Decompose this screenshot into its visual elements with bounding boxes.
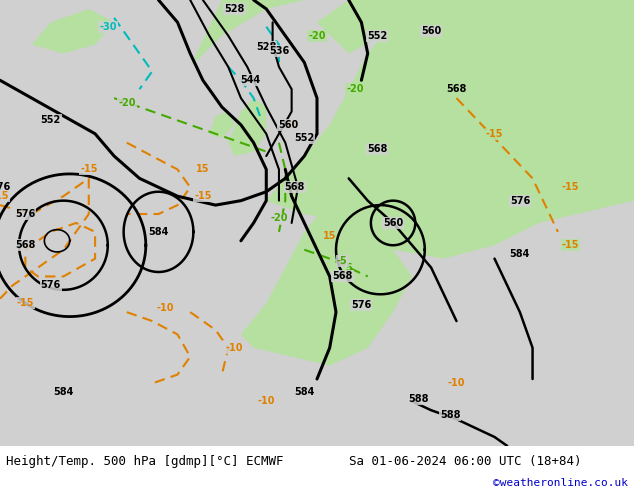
Text: -10: -10 <box>257 396 275 406</box>
Text: -10: -10 <box>226 343 243 353</box>
Polygon shape <box>32 9 114 53</box>
Text: 568: 568 <box>367 145 387 154</box>
Text: -15: -15 <box>16 298 34 308</box>
Text: -20: -20 <box>346 84 364 94</box>
Polygon shape <box>190 0 304 67</box>
Text: 552: 552 <box>41 115 61 125</box>
Text: 15: 15 <box>323 231 337 242</box>
Text: 584: 584 <box>294 388 314 397</box>
Text: 15: 15 <box>285 120 299 130</box>
Text: -5: -5 <box>337 256 347 266</box>
Text: 568: 568 <box>332 271 353 281</box>
Text: 568: 568 <box>285 182 305 192</box>
Text: 544: 544 <box>240 75 261 85</box>
Text: 588: 588 <box>408 394 429 404</box>
Text: 584: 584 <box>510 249 530 259</box>
Text: 560: 560 <box>421 26 441 36</box>
Text: -20: -20 <box>308 31 326 41</box>
Text: 15: 15 <box>196 165 210 174</box>
Text: -15: -15 <box>194 191 212 201</box>
Text: 568: 568 <box>446 84 467 94</box>
Polygon shape <box>209 112 235 138</box>
Text: -15: -15 <box>486 129 503 139</box>
Text: 536: 536 <box>269 46 289 56</box>
Text: 576: 576 <box>15 209 36 219</box>
Text: 576: 576 <box>510 196 530 206</box>
Text: -20: -20 <box>270 214 288 223</box>
Text: Sa 01-06-2024 06:00 UTC (18+84): Sa 01-06-2024 06:00 UTC (18+84) <box>349 455 581 468</box>
Text: 576: 576 <box>0 182 10 192</box>
Text: 568: 568 <box>15 240 36 250</box>
Text: 5: 5 <box>346 263 352 272</box>
Text: 584: 584 <box>148 227 169 237</box>
Text: 528: 528 <box>256 42 276 52</box>
Text: -15: -15 <box>80 165 98 174</box>
Text: 588: 588 <box>440 410 460 420</box>
Text: -10: -10 <box>448 378 465 389</box>
Polygon shape <box>241 201 412 366</box>
Text: Height/Temp. 500 hPa [gdmp][°C] ECMWF: Height/Temp. 500 hPa [gdmp][°C] ECMWF <box>6 455 284 468</box>
Polygon shape <box>266 0 634 259</box>
Text: 576: 576 <box>351 300 372 311</box>
Text: -15: -15 <box>0 191 9 201</box>
Polygon shape <box>317 0 444 53</box>
Polygon shape <box>228 98 266 156</box>
Text: -15: -15 <box>562 240 579 250</box>
Text: 552: 552 <box>294 133 314 143</box>
Text: -30: -30 <box>99 22 117 32</box>
Text: 560: 560 <box>383 218 403 228</box>
Text: 552: 552 <box>367 31 387 41</box>
Text: 528: 528 <box>224 4 245 14</box>
Text: -10: -10 <box>156 303 174 313</box>
Text: 560: 560 <box>278 120 299 130</box>
Text: -15: -15 <box>562 182 579 192</box>
Text: 576: 576 <box>41 280 61 291</box>
Text: 584: 584 <box>53 388 74 397</box>
Text: ©weatheronline.co.uk: ©weatheronline.co.uk <box>493 478 628 489</box>
Text: -20: -20 <box>118 98 136 108</box>
